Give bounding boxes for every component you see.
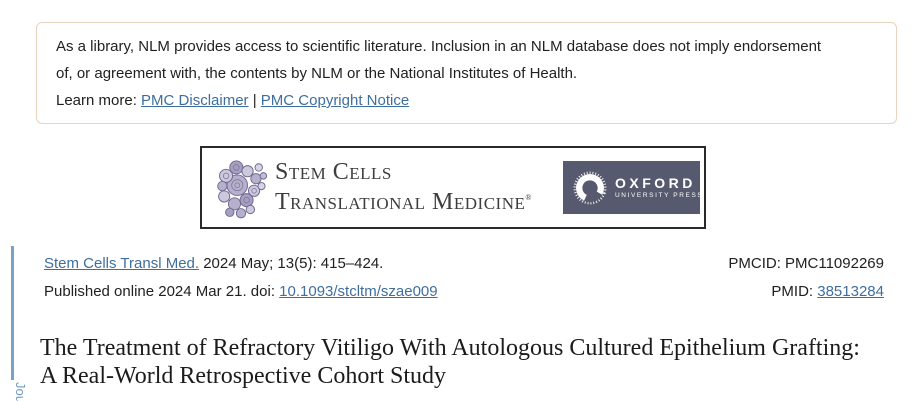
registered-trademark: ®: [525, 193, 532, 202]
citation-line: Stem Cells Transl Med. 2024 May; 13(5): …: [44, 250, 438, 278]
journal-title-line1: Stem Cells: [275, 159, 392, 185]
oup-wordmark: OXFORD UNIVERSITY PRESS: [615, 174, 704, 200]
sidebar-flag-line: [11, 246, 14, 380]
pmcid-label: PMCID:: [728, 255, 786, 272]
citation-strip: Stem Cells Transl Med. 2024 May; 13(5): …: [44, 250, 884, 306]
journal-banner[interactable]: Stem Cells Translational Medicine® OXFOR…: [200, 146, 706, 229]
nlm-disclaimer-box: As a library, NLM provides access to sci…: [36, 22, 897, 124]
pmc-disclaimer-link[interactable]: PMC Disclaimer: [141, 92, 249, 109]
pmc-copyright-link[interactable]: PMC Copyright Notice: [260, 92, 410, 109]
pmid-line: PMID: 38513284: [728, 278, 884, 306]
learn-more-prefix: Learn more:: [56, 92, 142, 109]
published-line: Published online 2024 Mar 21. doi: 10.10…: [44, 278, 438, 306]
pmid-label: PMID:: [771, 283, 818, 300]
journal-abbrev-link[interactable]: Stem Cells Transl Med.: [44, 255, 200, 272]
citation-issue-info: 2024 May; 13(5): 415–424.: [199, 255, 384, 272]
disclaimer-text-line2: of, or agreement with, the contents by N…: [56, 65, 578, 82]
pmcid-value: PMC11092269: [785, 255, 884, 272]
pmcid-line: PMCID: PMC11092269: [728, 250, 884, 278]
oxford-text: OXFORD: [615, 174, 696, 191]
link-separator: |: [248, 92, 261, 109]
article-title-line2: A Real-World Retrospective Cohort Study: [40, 363, 447, 389]
sidebar-journal-list-label[interactable]: Jou: [13, 382, 28, 401]
citation-right-column: PMCID: PMC11092269 PMID: 38513284: [728, 250, 884, 306]
oup-circle-icon: [573, 171, 607, 204]
published-prefix: Published online 2024 Mar 21. doi:: [44, 283, 280, 300]
disclaimer-text-line1: As a library, NLM provides access to sci…: [56, 38, 822, 55]
article-title-line1: The Treatment of Refractory Vitiligo Wit…: [40, 335, 860, 361]
doi-link[interactable]: 10.1093/stcltm/szae009: [279, 283, 438, 300]
article-title: The Treatment of Refractory Vitiligo Wit…: [40, 334, 860, 390]
oxford-university-press-logo: OXFORD UNIVERSITY PRESS: [563, 161, 704, 214]
pmid-link[interactable]: 38513284: [817, 283, 884, 300]
journal-title-line2: Translational Medicine®: [275, 189, 532, 215]
disclaimer-learn-more: Learn more: PMC Disclaimer | PMC Copyrig…: [56, 87, 877, 114]
stem-cells-logo-icon: [217, 159, 268, 218]
university-press-text: UNIVERSITY PRESS: [615, 191, 704, 199]
citation-left-column: Stem Cells Transl Med. 2024 May; 13(5): …: [44, 250, 438, 306]
journal-title-logotype: Stem Cells Translational Medicine®: [275, 160, 531, 215]
